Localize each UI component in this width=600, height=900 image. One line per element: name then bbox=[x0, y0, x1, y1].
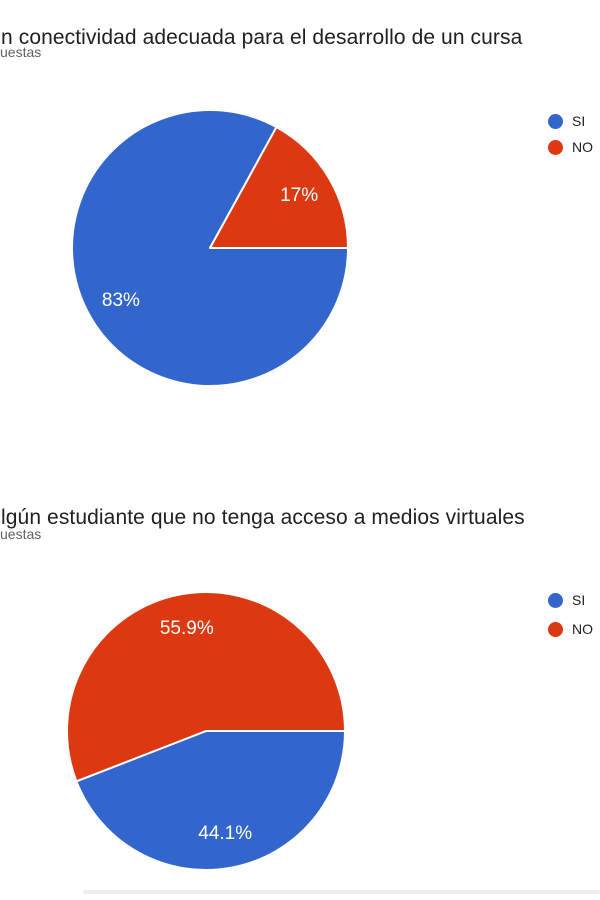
question-title: lgún estudiante que no tenga acceso a me… bbox=[1, 506, 525, 530]
pie-value-label: 55.9% bbox=[160, 618, 214, 639]
question-title: n conectividad adecuada para el desarrol… bbox=[1, 26, 523, 50]
pie-value-label: 44.1% bbox=[198, 823, 252, 844]
legend-item-si: SI bbox=[548, 592, 593, 608]
pie-chart-connectivity[interactable]: 83% 17% bbox=[70, 108, 350, 388]
chart-legend: SI NO bbox=[548, 592, 593, 637]
pie-chart-virtual-access[interactable]: 44.1% 55.9% bbox=[65, 590, 347, 872]
legend-label-si: SI bbox=[572, 592, 586, 608]
legend-swatch-si-icon bbox=[548, 113, 563, 129]
legend-item-no: NO bbox=[548, 139, 593, 155]
responses-count: uestas bbox=[0, 44, 42, 60]
legend-item-no: NO bbox=[548, 621, 593, 637]
pie-slice-si[interactable] bbox=[75, 730, 346, 871]
legend-item-si: SI bbox=[548, 113, 593, 129]
pie-slice-no[interactable] bbox=[209, 126, 349, 249]
legend-swatch-no-icon bbox=[548, 621, 563, 637]
legend-label-no: NO bbox=[572, 139, 593, 155]
legend-swatch-no-icon bbox=[548, 139, 563, 155]
responses-count: uestas bbox=[0, 526, 42, 542]
legend-label-no: NO bbox=[572, 621, 593, 637]
divider bbox=[83, 890, 600, 894]
legend-label-si: SI bbox=[572, 113, 586, 129]
legend-swatch-si-icon bbox=[548, 592, 563, 608]
pie-slice-si[interactable] bbox=[71, 109, 349, 387]
pie-value-label: 83% bbox=[102, 290, 140, 311]
pie-slice-no[interactable] bbox=[66, 591, 346, 783]
chart-legend: SI NO bbox=[548, 113, 593, 155]
pie-value-label: 17% bbox=[280, 185, 318, 206]
